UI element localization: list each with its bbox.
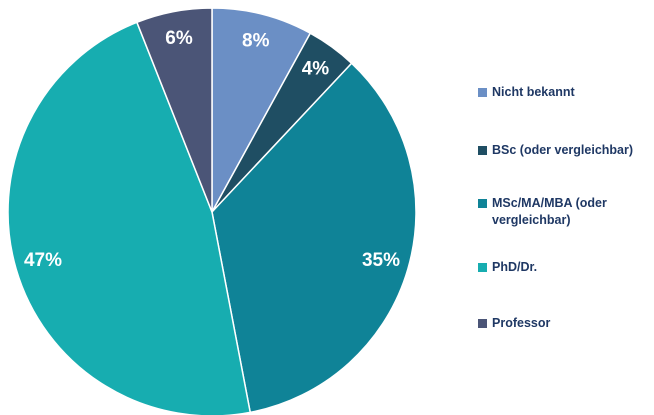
legend-label: PhD/Dr. [492,260,538,274]
pie-slice [211,7,312,213]
legend-label: MSc/MA/MBA (oder vergleichbar) [492,196,607,227]
legend-label: BSc (oder vergleichbar) [492,143,634,157]
data-label: 4% [302,59,330,80]
legend-item: BSc (oder vergleichbar) [478,142,650,159]
pie-slice [211,62,417,414]
legend-item: Nicht bekannt [478,84,650,101]
data-label: 35% [362,250,400,271]
legend-swatch [478,146,487,155]
legend-label: Nicht bekannt [492,85,575,99]
legend-item: Professor [478,315,650,332]
data-label: 47% [24,250,62,271]
legend-swatch [478,263,487,272]
pie: 8% 4% 35% 47% 6% [7,7,417,415]
legend-swatch [478,88,487,97]
legend-swatch [478,319,487,328]
legend-item: MSc/MA/MBA (oder vergleichbar) [478,195,650,229]
legend-label: Professor [492,316,551,330]
pie-slice [135,7,213,213]
legend-item: PhD/Dr. [478,259,650,276]
legend: Nicht bekannt BSc (oder vergleichbar) MSc/… [478,0,654,415]
pie-slice [7,21,252,415]
legend-swatch [478,199,487,208]
data-label: 8% [242,31,270,52]
data-label: 6% [165,28,193,49]
